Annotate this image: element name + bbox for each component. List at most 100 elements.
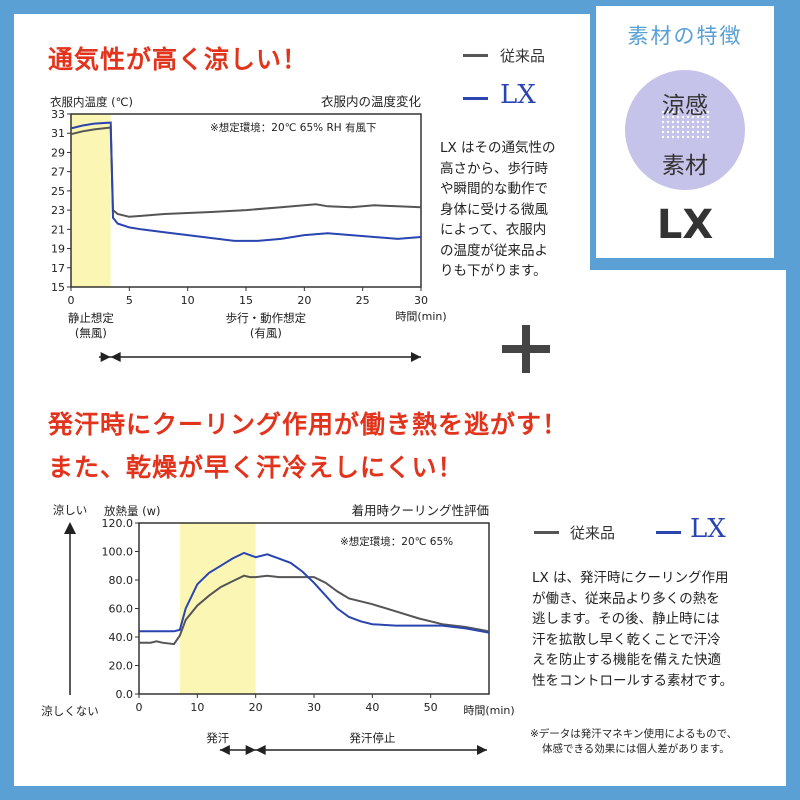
legend2-lx-label: LX — [690, 514, 726, 544]
feature-circle-line1: 涼感 — [662, 93, 708, 119]
x-tick-label: 10 — [181, 294, 195, 307]
dot — [696, 135, 700, 139]
arrow-right-icon — [411, 352, 421, 362]
y-tick-label: 21 — [51, 223, 65, 236]
y-tick-label: 80.0 — [109, 574, 134, 587]
feature-circle — [625, 70, 745, 190]
dot — [661, 130, 665, 134]
dot — [666, 130, 670, 134]
x-tick-label: 30 — [307, 701, 321, 714]
dot — [701, 110, 705, 114]
bottom-para-line: 性をコントロールする素材です。 — [532, 672, 734, 689]
y-tick-label: 25 — [51, 185, 65, 198]
top-para-line: 身体に受ける微風 — [440, 201, 548, 218]
dot — [691, 135, 695, 139]
plot-frame — [70, 113, 422, 288]
dot — [706, 110, 710, 114]
feature-box-inner: 素材の特徴 涼感 素材 LX — [596, 6, 774, 258]
y-tick-label: 23 — [51, 204, 65, 217]
top-para-line: や瞬間的な動作で — [440, 181, 548, 197]
chart-annotation: ※想定環境：20℃ 65% — [340, 535, 453, 548]
feature-box: 素材の特徴 涼感 素材 LX — [590, 0, 786, 270]
dot — [691, 115, 695, 119]
phase-label: 発汗 — [206, 731, 229, 745]
x-tick-label: 0 — [136, 701, 143, 714]
footnote-line: 体感できる効果には個人差があります。 — [542, 743, 730, 755]
dot — [701, 130, 705, 134]
dot — [676, 135, 680, 139]
highlight-band — [71, 114, 111, 287]
legend-lx-label: LX — [500, 80, 536, 110]
dot — [706, 125, 710, 129]
chart-title: 衣服内の温度変化 — [321, 94, 422, 109]
dot — [686, 115, 690, 119]
dot — [701, 120, 705, 124]
y-tick-label: 29 — [51, 146, 65, 159]
dot — [671, 115, 675, 119]
x-axis-label: 時間(min) — [395, 310, 446, 323]
dot — [686, 135, 690, 139]
middle-headline-2: また、乾燥が早く汗冷えしにくい！ — [48, 453, 464, 482]
x-tick-label: 30 — [414, 294, 428, 307]
arrow-up-icon — [64, 522, 76, 534]
bottom-paragraph: LX は、発汗時にクーリング作用 が働き、従来品より多くの熱を 逃します。その後… — [532, 568, 772, 691]
side-label-top: 涼しい — [53, 503, 88, 517]
phase-label: 発汗停止 — [349, 731, 395, 745]
phase-label: 静止想定 — [68, 311, 114, 325]
dot — [686, 130, 690, 134]
dot — [676, 110, 680, 114]
dot — [671, 130, 675, 134]
top-para-line: 高さから、歩行時 — [440, 160, 548, 177]
dot — [661, 110, 665, 114]
dot — [666, 125, 670, 129]
dot — [691, 125, 695, 129]
y-axis-label: 放熱量 (w) — [104, 504, 161, 518]
top-para-line: によって、衣服内 — [440, 222, 547, 238]
highlight-band — [179, 523, 256, 694]
dot — [671, 125, 675, 129]
bottom-para-line: が働き、従来品より多くの熱を — [532, 590, 720, 607]
dot — [661, 120, 665, 124]
dot — [671, 120, 675, 124]
plus-icon-vertical — [522, 325, 530, 373]
dot — [676, 130, 680, 134]
dot — [691, 120, 695, 124]
arrow-right-icon — [100, 352, 111, 362]
y-tick-label: 15 — [51, 281, 65, 294]
dot — [681, 125, 685, 129]
legend-conv-line — [463, 54, 488, 57]
dot — [671, 110, 675, 114]
dot — [666, 115, 670, 119]
dot — [696, 110, 700, 114]
dot — [701, 125, 705, 129]
y-tick-label: 19 — [51, 243, 65, 256]
x-tick-label: 0 — [68, 294, 75, 307]
side-label-bottom: 涼しくない — [41, 704, 99, 718]
dot — [661, 135, 665, 139]
top-headline: 通気性が高く涼しい！ — [48, 45, 309, 74]
dot — [706, 130, 710, 134]
top-para-line: の温度が従来品よ — [440, 242, 548, 259]
dot — [666, 135, 670, 139]
x-tick-label: 20 — [249, 701, 263, 714]
dot — [686, 110, 690, 114]
dot — [706, 115, 710, 119]
feature-title: 素材の特徴 — [627, 24, 743, 48]
y-axis-label: 衣服内温度 (℃) — [50, 95, 133, 109]
legend2-conv-line — [534, 531, 559, 534]
legend-conv-label: 従来品 — [500, 47, 546, 65]
x-tick-label: 5 — [126, 294, 133, 307]
top-para-line: LX はその通気性の — [440, 140, 556, 156]
phase-label: 歩行・動作想定 — [226, 311, 307, 325]
series-line-conventional — [139, 574, 490, 646]
dot — [676, 115, 680, 119]
cooling-chart: 0.0 20.0 40.0 60.0 80.0 100.0 120.0 0 10 20 30 40 50… — [41, 503, 515, 755]
legend-lx-line — [463, 97, 488, 100]
chart-title: 着用時クーリング性評価 — [351, 503, 489, 518]
phase-sublabel: (有風) — [250, 326, 282, 340]
middle-headline-1: 発汗時にクーリング作用が働き熱を逃がす！ — [48, 410, 569, 439]
y-tick-label: 27 — [51, 166, 65, 179]
dot — [661, 115, 665, 119]
y-tick-label: 120.0 — [102, 517, 134, 530]
dot — [706, 135, 710, 139]
